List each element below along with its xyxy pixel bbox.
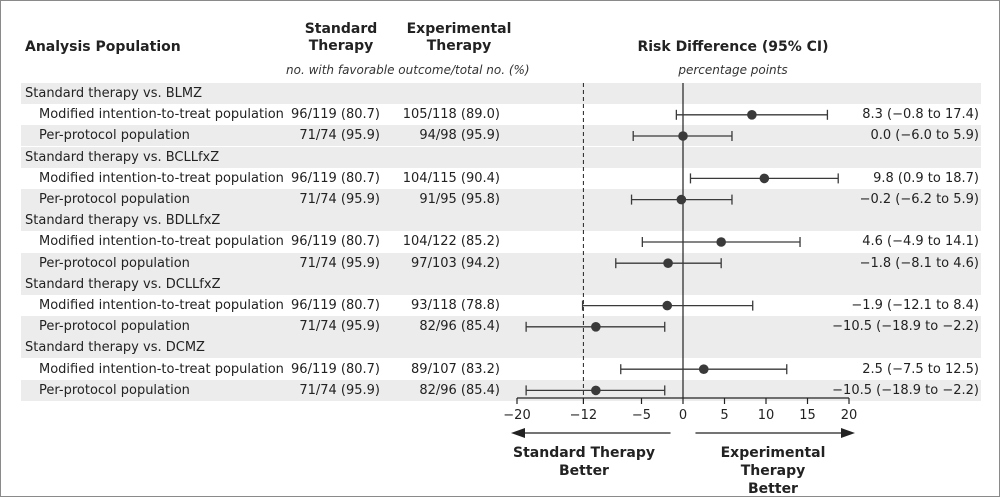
standard-count: 71/74 (95.9) (299, 192, 380, 207)
x-tick-label: 0 (679, 408, 687, 423)
x-tick-label: −12 (570, 408, 597, 423)
point-estimate (698, 364, 709, 375)
group-label: Standard therapy vs. BLMZ (25, 86, 203, 101)
standard-count: 96/119 (80.7) (291, 361, 380, 377)
x-tick-label: 5 (720, 408, 728, 423)
experimental-count: 97/103 (94.2) (411, 255, 500, 271)
point-estimate (662, 300, 673, 311)
population-label: Modified intention-to-treat population (39, 170, 284, 186)
experimental-count: 104/122 (85.2) (402, 234, 500, 250)
analysis-population-header: Analysis Population (25, 39, 181, 55)
standard-count: 71/74 (95.9) (299, 319, 380, 335)
ci-text: −10.5 (−18.9 to −2.2) (832, 382, 979, 398)
experimental-better-label: Experimental Therapy Better (688, 444, 858, 498)
experimental-count: 105/118 (89.0) (402, 107, 500, 123)
standard-count: 71/74 (95.9) (299, 382, 380, 398)
x-tick-label: 10 (758, 408, 775, 423)
ci-text: −1.8 (−8.1 to 4.6) (859, 255, 979, 271)
x-tick-label: −20 (503, 408, 530, 423)
standard-count: 71/74 (95.9) (299, 128, 380, 144)
x-tick-label: 15 (799, 408, 816, 423)
ci-text: 0.0 (−6.0 to 5.9) (870, 128, 979, 144)
group-band (21, 83, 981, 104)
standard-count: 96/119 (80.7) (291, 298, 380, 313)
population-label: Per-protocol population (39, 319, 190, 335)
population-label: Per-protocol population (39, 192, 190, 207)
standard-count: 96/119 (80.7) (291, 234, 380, 250)
experimental-count: 93/118 (78.8) (411, 298, 500, 313)
standard-better-line2: Better (559, 463, 609, 479)
risk-difference-title: Risk Difference (95% CI) (637, 39, 829, 55)
experimental-better-line2: Better (748, 481, 798, 497)
experimental-count: 89/107 (83.2) (411, 361, 500, 377)
standard-count: 71/74 (95.9) (299, 255, 380, 271)
experimental-count: 94/98 (95.9) (419, 128, 500, 144)
row-band (21, 252, 981, 274)
point-estimate (591, 322, 601, 332)
standard-better-arrow-head (511, 428, 525, 438)
group-label: Standard therapy vs. DCLLfxZ (25, 276, 221, 292)
population-label: Per-protocol population (39, 382, 190, 398)
standard-better-label: Standard Therapy Better (509, 444, 659, 480)
population-label: Modified intention-to-treat population (39, 298, 284, 313)
population-label: Modified intention-to-treat population (39, 234, 284, 250)
ci-text: −10.5 (−18.9 to −2.2) (832, 319, 979, 335)
experimental-therapy-header: Experimental Therapy (394, 21, 524, 55)
group-band (21, 146, 981, 168)
experimental-count: 82/96 (85.4) (419, 382, 500, 398)
point-estimate (747, 110, 757, 120)
standard-better-line1: Standard Therapy (513, 445, 655, 461)
population-label: Per-protocol population (39, 255, 190, 271)
population-label: Modified intention-to-treat population (39, 107, 284, 123)
row-band (21, 379, 981, 401)
ci-text: 2.5 (−7.5 to 12.5) (862, 361, 979, 377)
group-label: Standard therapy vs. DCMZ (25, 340, 205, 356)
experimental-better-line1: Experimental Therapy (720, 445, 826, 479)
standard-count: 96/119 (80.7) (291, 107, 380, 123)
x-tick-label: −5 (632, 408, 651, 423)
x-tick-label: 20 (841, 408, 858, 423)
standard-therapy-header: Standard Therapy (291, 21, 391, 55)
experimental-count: 104/115 (90.4) (402, 170, 500, 186)
experimental-header-line1: Experimental (406, 21, 512, 37)
row-band (21, 125, 981, 147)
standard-count: 96/119 (80.7) (291, 170, 380, 186)
counts-note: no. with favorable outcome/total no. (%) (286, 63, 530, 77)
experimental-count: 91/95 (95.8) (419, 192, 500, 207)
group-label: Standard therapy vs. BCLLfxZ (25, 149, 220, 165)
standard-header-line1: Standard (304, 21, 378, 37)
group-band (21, 273, 981, 295)
point-estimate (678, 131, 688, 141)
risk-difference-units: percentage points (678, 63, 788, 77)
standard-header-line2: Therapy (308, 38, 374, 54)
ci-text: −0.2 (−6.2 to 5.9) (859, 192, 979, 207)
experimental-better-arrow-head (841, 428, 855, 438)
point-estimate (716, 237, 726, 247)
experimental-header-line2: Therapy (426, 38, 492, 54)
group-band (21, 337, 981, 359)
group-band (21, 210, 981, 232)
ci-text: 4.6 (−4.9 to 14.1) (862, 234, 979, 250)
point-estimate (759, 173, 770, 184)
point-estimate (663, 258, 673, 269)
row-band (21, 189, 981, 210)
point-estimate (676, 194, 687, 205)
group-label: Standard therapy vs. BDLLfxZ (25, 213, 221, 229)
ci-text: 8.3 (−0.8 to 17.4) (862, 107, 979, 123)
population-label: Per-protocol population (39, 128, 190, 144)
experimental-count: 82/96 (85.4) (419, 319, 500, 335)
population-label: Modified intention-to-treat population (39, 361, 284, 377)
ci-text: −1.9 (−12.1 to 8.4) (851, 298, 979, 313)
row-band (21, 316, 981, 338)
point-estimate (591, 385, 601, 396)
ci-text: 9.8 (0.9 to 18.7) (873, 170, 979, 186)
